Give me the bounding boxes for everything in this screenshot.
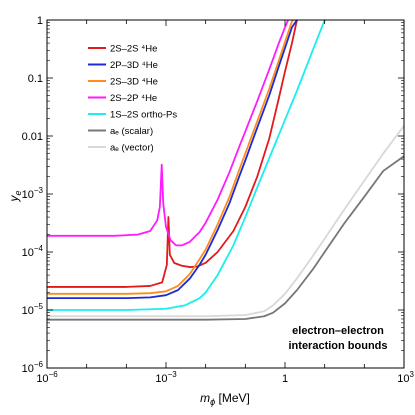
legend-label: 2P–3D ⁴He xyxy=(110,60,158,71)
y-tick-label: 1 xyxy=(37,15,43,27)
x-tick-label: 1 xyxy=(282,373,288,385)
y-tick-label: 10−3 xyxy=(22,186,44,201)
legend-label: aₑ (scalar) xyxy=(110,126,153,137)
legend-label: 2S–3D ⁴He xyxy=(110,77,158,88)
tick-layer: 10−6 10−5 10−4 10−3 0.01 0.1 1 10−6 10−3 1 103 xyxy=(22,15,415,385)
x-tick-label: 10−3 xyxy=(155,370,177,385)
y-tick-label: 10−4 xyxy=(22,244,44,259)
y-axis-label: ye xyxy=(7,190,23,202)
x-axis-label: mϕ [MeV] xyxy=(200,391,250,407)
series-line-5 xyxy=(47,155,404,321)
legend-label: aₑ (vector) xyxy=(110,143,154,154)
annotation-line: interaction bounds xyxy=(289,340,388,352)
legend-label: 2S–2S ⁴He xyxy=(110,44,157,55)
legend-box xyxy=(82,38,188,161)
series-line-6 xyxy=(47,125,404,318)
x-tick-label: 10−6 xyxy=(36,370,58,385)
series-layer xyxy=(47,20,404,321)
series-line-0 xyxy=(47,20,298,288)
legend: 2S–2S ⁴He 2P–3D ⁴He 2S–3D ⁴He 2S–2P ⁴He 1S–2… xyxy=(82,38,188,161)
series-line-2 xyxy=(47,20,294,295)
y-tick-label: 10−5 xyxy=(22,302,44,317)
series-line-4 xyxy=(47,20,326,311)
y-tick-label: 10−6 xyxy=(22,360,44,375)
annotation: electron–electron interaction bounds xyxy=(289,325,388,352)
y-tick-label: 0.01 xyxy=(22,131,43,143)
x-tick-label: 103 xyxy=(397,370,414,385)
annotation-line: electron–electron xyxy=(292,325,384,337)
legend-label: 2S–2P ⁴He xyxy=(110,93,157,104)
y-tick-label: 0.1 xyxy=(28,73,43,85)
legend-label: 1S–2S ortho-Ps xyxy=(110,110,177,121)
series-line-1 xyxy=(47,20,298,300)
series-line-3 xyxy=(47,20,289,247)
